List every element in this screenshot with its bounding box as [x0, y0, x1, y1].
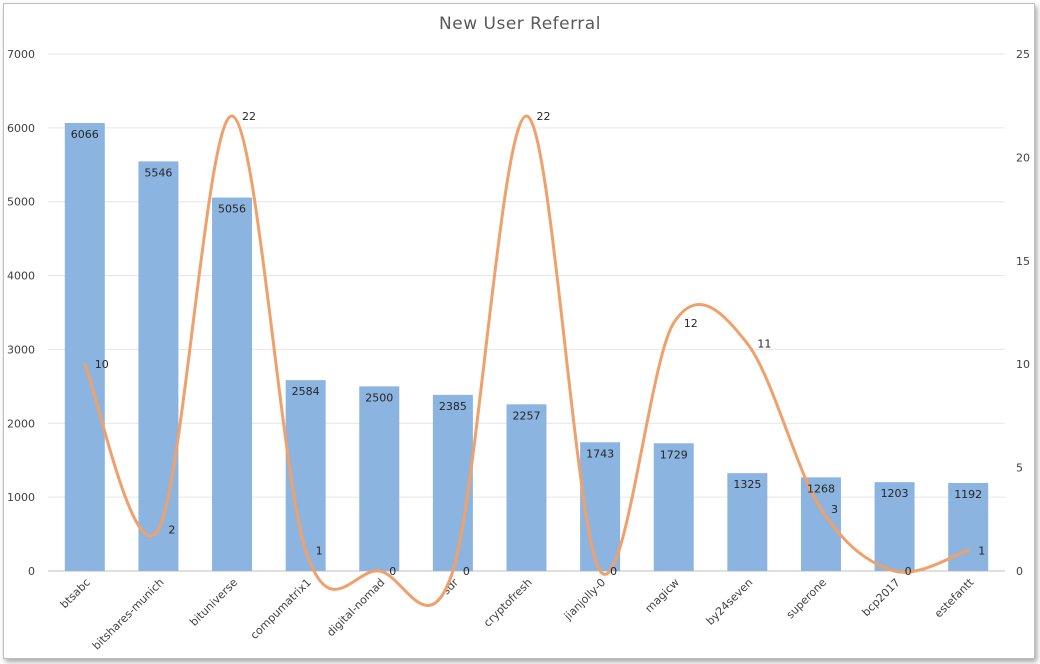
- y-tick-label: 0: [28, 565, 35, 578]
- line-data-label: 11: [757, 338, 771, 351]
- line-data-label: 2: [168, 524, 175, 537]
- bar-data-label: 1268: [807, 482, 835, 495]
- chart-title: New User Referral: [439, 14, 601, 34]
- bar: [212, 197, 253, 571]
- bar: [359, 386, 400, 571]
- bar: [874, 482, 915, 571]
- y-tick-label: 6000: [7, 122, 35, 135]
- line-data-label: 3: [831, 503, 838, 516]
- bar-data-label: 5546: [144, 166, 172, 179]
- x-tick-label: btsabc: [58, 576, 93, 611]
- bar-data-label: 2500: [365, 391, 393, 404]
- bar-data-label: 2584: [292, 385, 320, 398]
- y-tick-label: 7000: [7, 48, 35, 61]
- bar: [138, 161, 179, 571]
- bar: [580, 442, 621, 571]
- x-tick-label: bituniverse: [187, 576, 240, 629]
- bar: [432, 394, 473, 571]
- x-tick-label: magicw: [643, 576, 682, 615]
- x-tick-label: cryptofresh: [481, 576, 535, 630]
- bar-data-label: 5056: [218, 203, 246, 216]
- line-data-label: 0: [463, 565, 470, 578]
- x-tick-label: estefantt: [932, 575, 977, 620]
- line-data-label: 1: [978, 544, 985, 557]
- line-data-label: 22: [537, 110, 551, 123]
- line-data-label: 0: [610, 565, 617, 578]
- bar-data-label: 1192: [954, 488, 982, 501]
- line-data-label: 12: [684, 317, 698, 330]
- x-tick-label: bitshares-munich: [90, 576, 167, 653]
- bar-data-label: 2257: [513, 409, 541, 422]
- bar: [506, 404, 547, 571]
- y2-tick-label: 10: [1016, 358, 1030, 371]
- y-tick-label: 5000: [7, 196, 35, 209]
- line-series: [83, 114, 970, 607]
- bar-data-label: 6066: [71, 128, 99, 141]
- bar: [727, 473, 768, 571]
- y2-tick-label: 15: [1016, 255, 1030, 268]
- y2-tick-label: 0: [1016, 565, 1023, 578]
- x-tick-label: digital-nomad: [324, 576, 387, 639]
- bar: [653, 443, 694, 571]
- line-data-label: 22: [242, 110, 256, 123]
- bar: [64, 122, 105, 571]
- line-data-label: 10: [95, 358, 109, 371]
- line-data-label: 0: [905, 565, 912, 578]
- x-tick-label: compumatrix1: [248, 576, 314, 642]
- bar: [800, 477, 841, 571]
- x-tick-label: bcp2017: [860, 576, 903, 619]
- y-tick-label: 4000: [7, 270, 35, 283]
- bar-data-label: 2385: [439, 400, 467, 413]
- y-tick-label: 1000: [7, 491, 35, 504]
- bar-data-label: 1203: [881, 487, 909, 500]
- y2-tick-label: 25: [1016, 48, 1030, 61]
- x-tick-label: superone: [784, 576, 830, 622]
- x-tick-label: by24seven: [704, 576, 756, 628]
- y-tick-label: 2000: [7, 417, 35, 430]
- line-data-label: 0: [389, 565, 396, 578]
- x-tick-label: jianjolly-0: [561, 576, 608, 623]
- bar-data-label: 1729: [660, 448, 688, 461]
- y2-tick-label: 5: [1016, 462, 1023, 475]
- line-data-label: 1: [316, 544, 323, 557]
- y-tick-label: 3000: [7, 343, 35, 356]
- bar-data-label: 1743: [586, 447, 614, 460]
- y2-tick-label: 20: [1016, 151, 1030, 164]
- bar-data-label: 1325: [733, 478, 761, 491]
